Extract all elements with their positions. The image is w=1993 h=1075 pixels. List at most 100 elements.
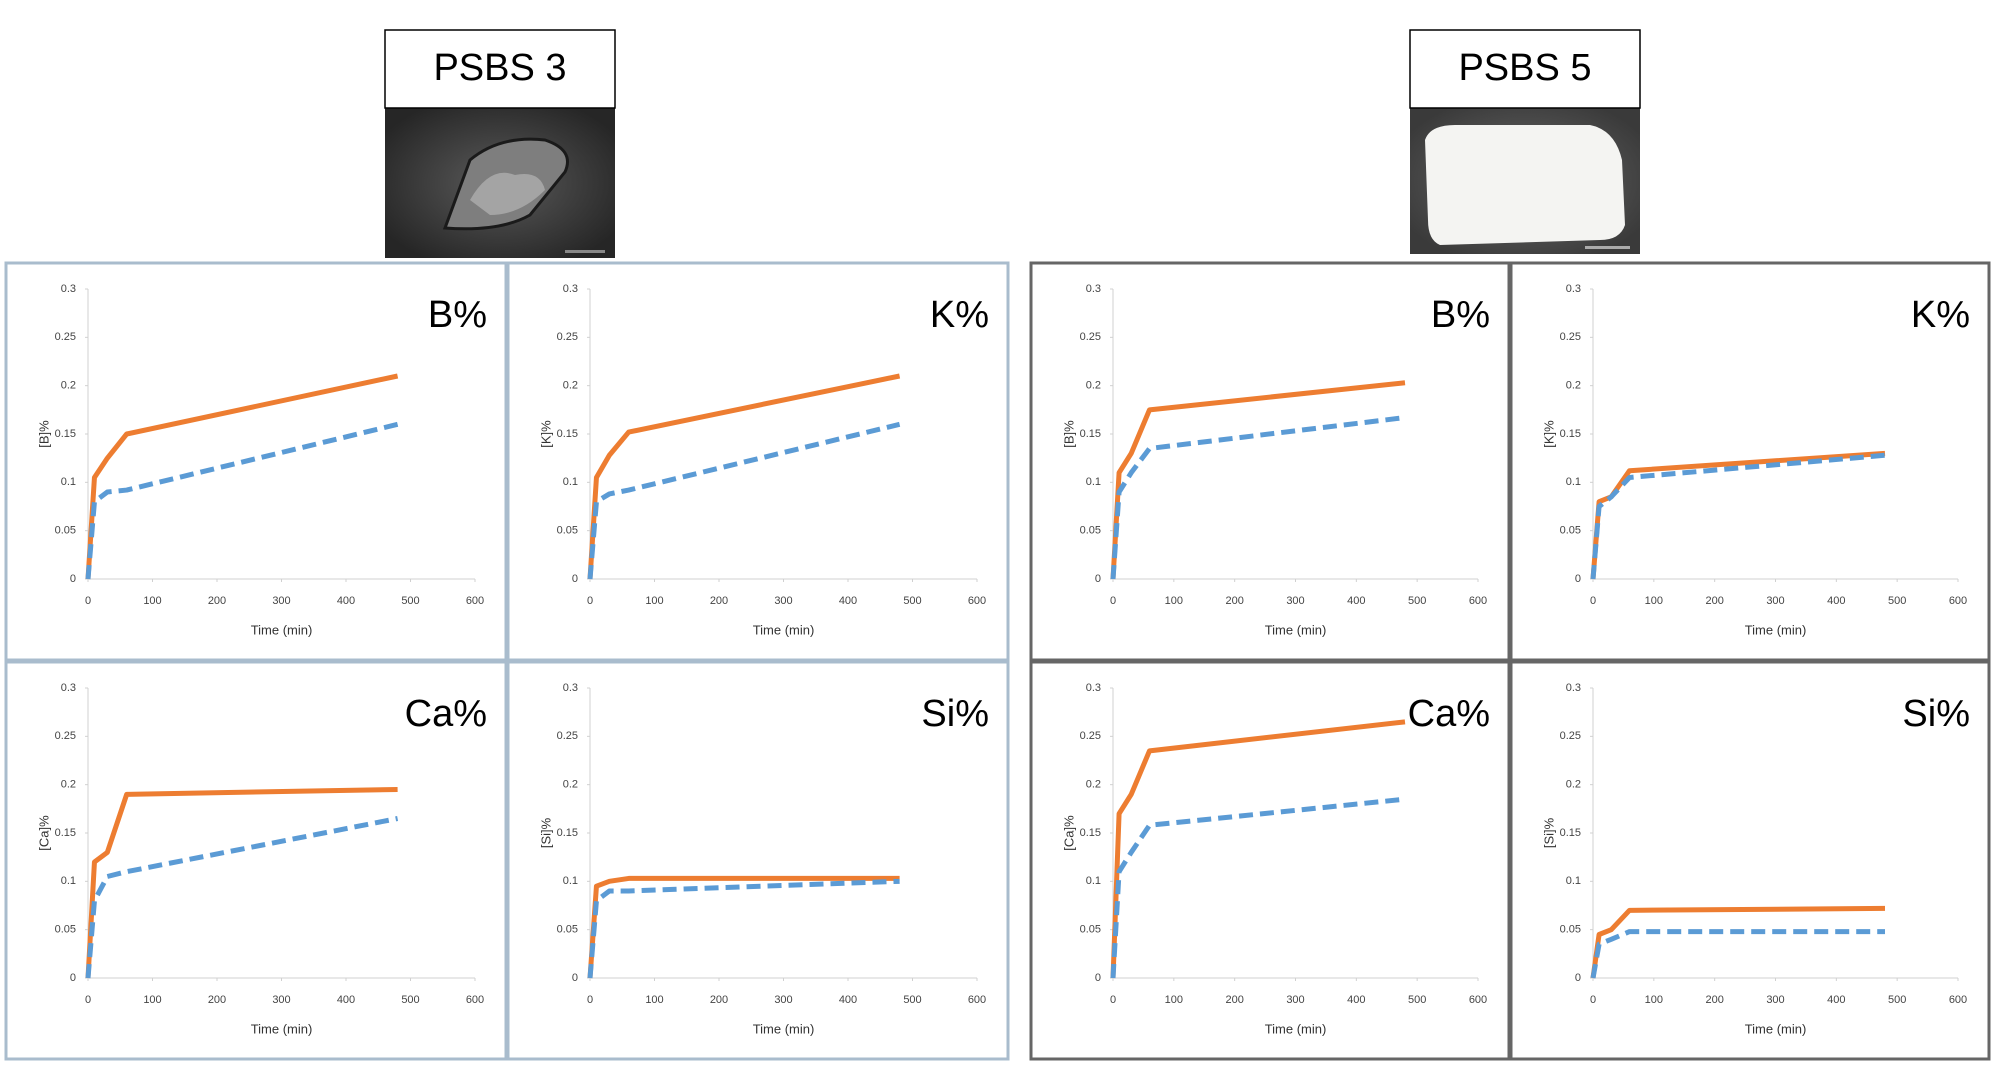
y-tick-label: 0.1 — [1086, 875, 1101, 887]
y-tick-label: 0.1 — [61, 875, 76, 887]
y-tick-label: 0.25 — [1080, 730, 1101, 742]
x-tick-label: 600 — [1469, 595, 1487, 607]
x-tick-label: 100 — [143, 994, 161, 1006]
y-tick-label: 0 — [572, 573, 578, 585]
x-axis-title: Time (min) — [251, 622, 313, 637]
y-tick-label: 0.3 — [1566, 283, 1581, 295]
x-tick-label: 100 — [1645, 595, 1663, 607]
x-tick-label: 100 — [645, 994, 663, 1006]
y-tick-label: 0.05 — [55, 525, 76, 537]
x-tick-label: 200 — [1705, 595, 1723, 607]
y-tick-label: 0.05 — [557, 924, 578, 936]
x-tick-label: 400 — [337, 595, 355, 607]
y-tick-label: 0.05 — [1560, 525, 1581, 537]
y-tick-label: 0.2 — [61, 380, 76, 392]
x-tick-label: 0 — [1590, 595, 1596, 607]
x-tick-label: 100 — [1165, 595, 1183, 607]
y-axis-title: [Si]% — [1541, 817, 1556, 848]
y-axis-title: [K]% — [538, 420, 553, 448]
x-tick-label: 0 — [1110, 994, 1116, 1006]
chart-title: K% — [1911, 294, 1970, 336]
x-tick-label: 200 — [1225, 994, 1243, 1006]
sample-label: PSBS 5 — [1458, 47, 1591, 89]
x-tick-label: 300 — [1286, 994, 1304, 1006]
x-tick-label: 0 — [85, 595, 91, 607]
chart-panel: 00.050.10.150.20.250.3010020030040050060… — [508, 263, 1008, 660]
x-tick-label: 400 — [1347, 994, 1365, 1006]
x-axis-title: Time (min) — [753, 1021, 815, 1036]
x-tick-label: 100 — [645, 595, 663, 607]
chart-title: K% — [930, 294, 989, 336]
y-axis-title: [B]% — [1061, 420, 1076, 448]
chart-panel: 00.050.10.150.20.250.3010020030040050060… — [1511, 662, 1989, 1059]
y-tick-label: 0.25 — [55, 730, 76, 742]
y-tick-label: 0.2 — [1566, 380, 1581, 392]
y-tick-label: 0.25 — [557, 730, 578, 742]
x-tick-label: 600 — [466, 595, 484, 607]
y-axis-title: [K]% — [1541, 420, 1556, 448]
y-tick-label: 0.05 — [557, 525, 578, 537]
y-tick-label: 0.05 — [1080, 525, 1101, 537]
y-tick-label: 0.15 — [1080, 827, 1101, 839]
chart-panel: 00.050.10.150.20.250.3010020030040050060… — [508, 662, 1008, 1059]
x-tick-label: 100 — [143, 595, 161, 607]
x-tick-label: 200 — [208, 994, 226, 1006]
x-tick-label: 200 — [1225, 595, 1243, 607]
y-tick-label: 0.1 — [1566, 875, 1581, 887]
x-tick-label: 400 — [1827, 994, 1845, 1006]
x-tick-label: 0 — [587, 595, 593, 607]
x-tick-label: 500 — [1408, 994, 1426, 1006]
y-tick-label: 0.3 — [61, 682, 76, 694]
x-axis-title: Time (min) — [1745, 622, 1807, 637]
y-tick-label: 0 — [1095, 573, 1101, 585]
y-tick-label: 0.3 — [1566, 682, 1581, 694]
x-tick-label: 100 — [1165, 994, 1183, 1006]
y-tick-label: 0.25 — [1560, 730, 1581, 742]
y-tick-label: 0.15 — [55, 827, 76, 839]
y-tick-label: 0.2 — [563, 380, 578, 392]
y-tick-label: 0.1 — [1086, 476, 1101, 488]
x-tick-label: 400 — [1347, 595, 1365, 607]
page: {"panels": [{"label": "PSBS 3"}, {"label… — [0, 0, 1993, 1070]
x-tick-label: 400 — [839, 595, 857, 607]
x-tick-label: 300 — [1766, 595, 1784, 607]
y-tick-label: 0.25 — [557, 331, 578, 343]
y-tick-label: 0.05 — [55, 924, 76, 936]
x-axis-title: Time (min) — [1265, 1021, 1327, 1036]
x-tick-label: 200 — [208, 595, 226, 607]
chart-title: B% — [428, 294, 487, 336]
sample-photo — [385, 108, 615, 258]
figure: PSBS 3 PSBS 5 0 0.05 0.1 0.15 0.2 0.25 0.3 0 100… — [0, 0, 1993, 1070]
y-tick-label: 0.25 — [55, 331, 76, 343]
x-tick-label: 300 — [1766, 994, 1784, 1006]
x-tick-label: 500 — [401, 994, 419, 1006]
x-tick-label: 500 — [1888, 994, 1906, 1006]
y-tick-label: 0.2 — [1086, 380, 1101, 392]
x-tick-label: 500 — [903, 595, 921, 607]
chart-title: Ca% — [1408, 693, 1490, 735]
x-axis-title: Time (min) — [1745, 1021, 1807, 1036]
x-tick-label: 600 — [968, 595, 986, 607]
x-tick-label: 600 — [1949, 595, 1967, 607]
y-tick-label: 0 — [572, 972, 578, 984]
y-tick-label: 0.25 — [1560, 331, 1581, 343]
x-tick-label: 200 — [710, 994, 728, 1006]
sample-label: PSBS 3 — [433, 47, 566, 89]
y-tick-label: 0.15 — [557, 827, 578, 839]
x-axis-title: Time (min) — [1265, 622, 1327, 637]
y-tick-label: 0.15 — [1560, 827, 1581, 839]
chart-title: Si% — [1902, 693, 1970, 735]
y-axis-title: [B]% — [36, 420, 51, 448]
y-tick-label: 0.3 — [1086, 682, 1101, 694]
x-tick-label: 0 — [1110, 595, 1116, 607]
y-tick-label: 0.2 — [61, 779, 76, 791]
x-tick-label: 200 — [710, 595, 728, 607]
sample-photo — [1410, 108, 1640, 254]
x-tick-label: 500 — [903, 994, 921, 1006]
x-tick-label: 400 — [337, 994, 355, 1006]
x-tick-label: 300 — [774, 994, 792, 1006]
